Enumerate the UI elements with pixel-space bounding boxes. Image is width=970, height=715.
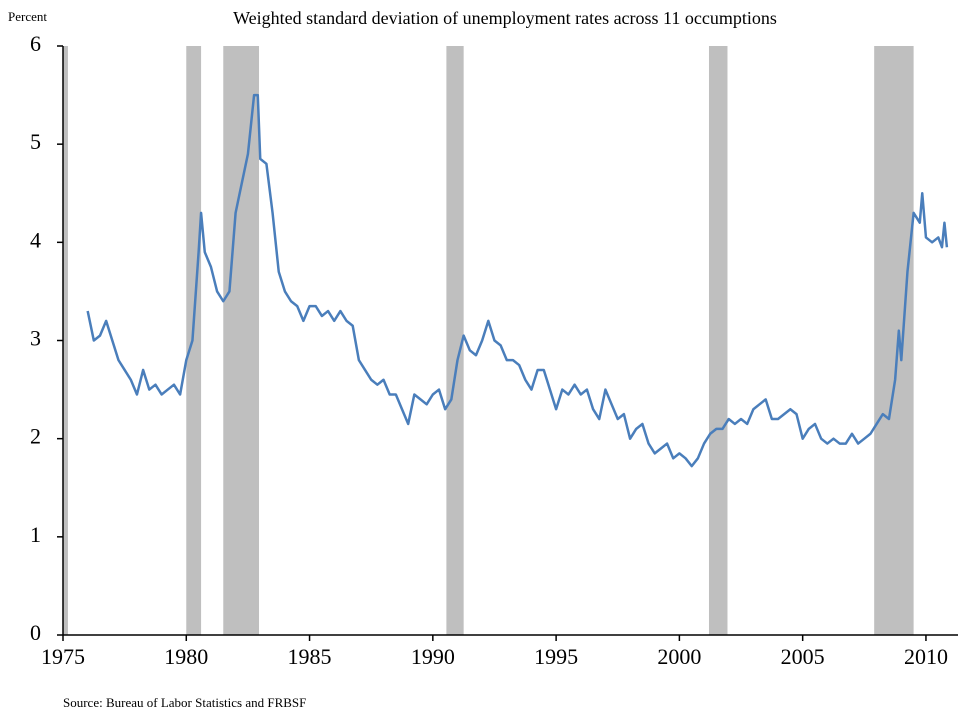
y-tick-label: 4 <box>30 227 41 252</box>
y-tick-label: 0 <box>30 620 41 645</box>
recession-band <box>446 46 464 635</box>
x-tick-label: 1980 <box>164 644 208 669</box>
y-tick-label: 6 <box>30 31 41 56</box>
chart-title: Weighted standard deviation of unemploym… <box>233 8 777 28</box>
recession-band <box>708 46 728 635</box>
y-tick-label: 1 <box>30 522 41 547</box>
data-line <box>86 93 949 468</box>
x-tick-label: 2010 <box>904 644 948 669</box>
recession-band <box>874 46 914 635</box>
y-axis-label: Percent <box>8 9 47 24</box>
x-tick-label: 1990 <box>411 644 455 669</box>
x-tick-label: 1985 <box>288 644 332 669</box>
x-tick-label: 1975 <box>41 644 85 669</box>
x-tick-label: 2000 <box>657 644 701 669</box>
y-tick-label: 3 <box>30 326 41 351</box>
y-tick-label: 5 <box>30 129 41 154</box>
recession-band <box>223 46 260 635</box>
source-note: Source: Bureau of Labor Statistics and F… <box>63 695 306 710</box>
y-tick-label: 2 <box>30 424 41 449</box>
x-tick-label: 2005 <box>781 644 825 669</box>
recession-band <box>63 46 68 635</box>
x-tick-label: 1995 <box>534 644 578 669</box>
